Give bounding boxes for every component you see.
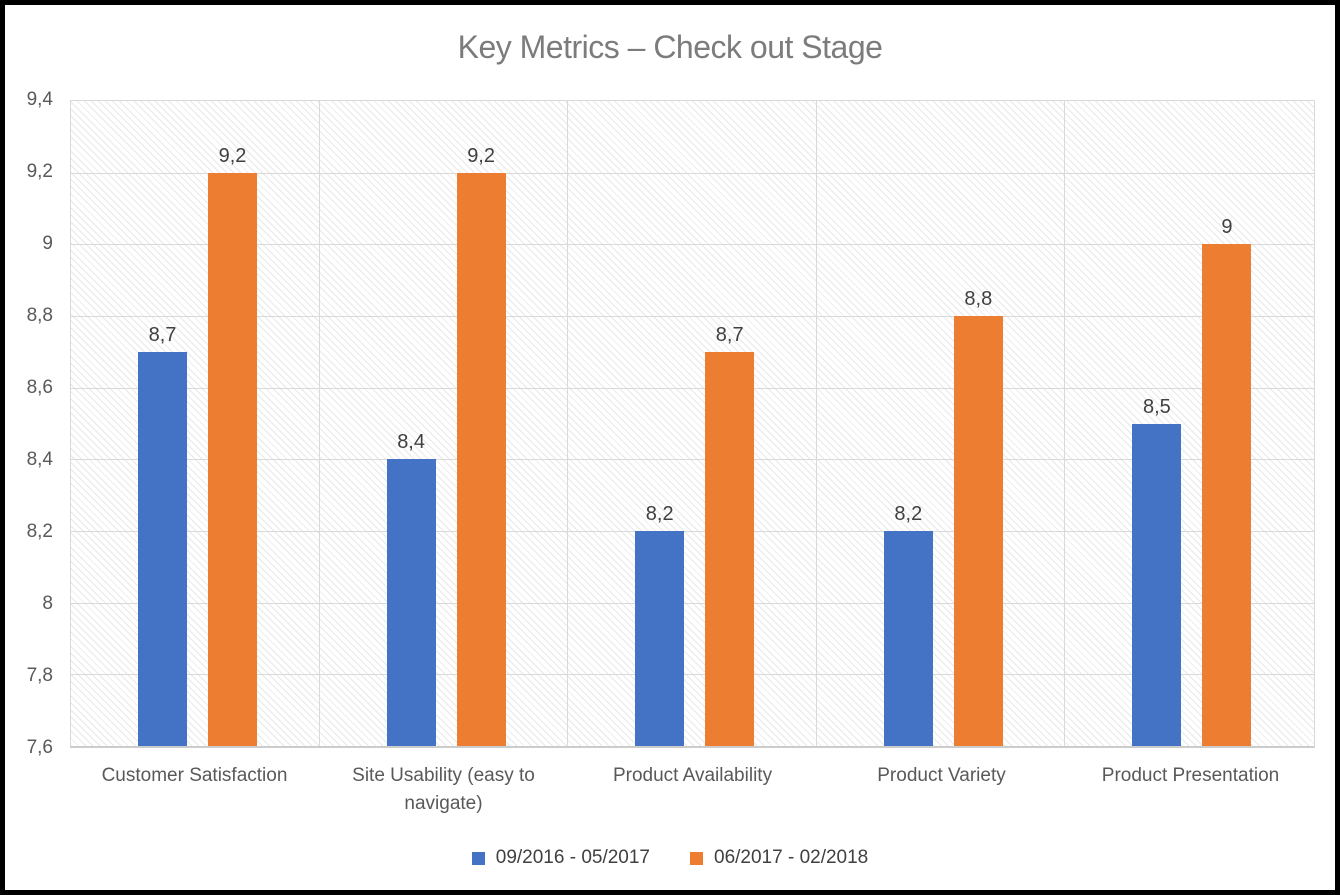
- bar-series-1: [138, 351, 187, 746]
- category-column: 8,7 9,2: [71, 101, 320, 746]
- category-column: 8,5 9: [1065, 101, 1314, 746]
- y-axis-tick-label: 9,2: [26, 160, 53, 182]
- x-axis-category-label: Site Usability (easy to navigate): [352, 765, 535, 814]
- bar-series-2: [456, 172, 506, 746]
- y-axis-tick-label: 8,6: [26, 376, 53, 398]
- horizontal-gridline: [71, 387, 1314, 389]
- x-axis: Customer Satisfaction Site Usability (eas…: [70, 762, 1315, 832]
- horizontal-gridline: [71, 674, 1314, 676]
- y-axis-tick-label: 9: [42, 232, 53, 254]
- y-axis-tick-label: 8,8: [26, 305, 53, 326]
- y-axis-tick-label: 9,4: [26, 89, 53, 110]
- bar-series-1: [1132, 423, 1182, 746]
- legend-label: 06/2017 - 02/2018: [714, 847, 869, 868]
- bar-value-label: 9,2: [218, 144, 247, 167]
- y-axis: 9,4 9,2 9 8,8 8,6 8,4 8,2 8 7,8 7,6: [5, 89, 53, 758]
- horizontal-gridline: [71, 244, 1314, 246]
- bar-value-label: 8,5: [1142, 395, 1171, 418]
- legend: 09/2016 - 05/2017 06/2017 - 02/2018: [5, 847, 1335, 869]
- legend-item-series-1: 09/2016 - 05/2017: [471, 847, 650, 869]
- bar-value-label: 8,7: [715, 323, 744, 346]
- bar-series-1: [883, 531, 933, 746]
- bar-series-1: [386, 459, 436, 746]
- category-column: 8,4 9,2: [320, 101, 569, 746]
- y-axis-tick-label: 8,4: [26, 449, 53, 470]
- bar-series-2: [953, 316, 1003, 746]
- horizontal-gridline: [71, 531, 1314, 532]
- x-axis-category-label: Product Variety: [877, 765, 1006, 786]
- bar-value-label: 8,2: [645, 503, 674, 526]
- legend-marker-icon: [471, 851, 485, 865]
- horizontal-gridline: [71, 316, 1314, 317]
- legend-marker-icon: [690, 851, 703, 865]
- y-axis-tick-label: 7,6: [26, 737, 53, 758]
- x-axis-category-label: Product Presentation: [1101, 765, 1280, 786]
- y-axis-tick-label: 8: [42, 593, 53, 614]
- chart-title: Key Metrics – Check out Stage: [457, 29, 883, 65]
- bar-value-label: 8,4: [397, 431, 425, 454]
- horizontal-gridline: [71, 602, 1314, 604]
- bar-value-label: 8,2: [894, 503, 923, 526]
- bar-value-label: 9: [1221, 216, 1233, 239]
- bar-series-2: [705, 351, 755, 746]
- plot-area: 8,7 9,2 8,4 9,2 8,2 8,7 8,2 8,8 8,5 9: [70, 100, 1315, 748]
- x-axis-category-label: Product Availability: [612, 765, 773, 786]
- legend-item-series-2: 06/2017 - 02/2018: [690, 847, 868, 869]
- horizontal-gridline: [71, 459, 1314, 461]
- category-column: 8,2 8,7: [568, 101, 817, 746]
- y-axis-tick-label: 7,8: [26, 664, 53, 686]
- bar-series-2: [1202, 244, 1252, 746]
- bar-value-label: 8,7: [148, 323, 177, 346]
- bar-series-2: [208, 172, 257, 746]
- category-column: 8,2 8,8: [817, 101, 1066, 746]
- bar-value-label: 9,2: [467, 144, 495, 167]
- x-axis-category-label: Customer Satisfaction: [101, 765, 288, 786]
- legend-label: 09/2016 - 05/2017: [495, 847, 650, 868]
- bar-series-1: [635, 531, 685, 746]
- bar-value-label: 8,8: [964, 288, 993, 311]
- horizontal-gridline: [71, 172, 1314, 174]
- y-axis-tick-label: 8,2: [26, 521, 53, 542]
